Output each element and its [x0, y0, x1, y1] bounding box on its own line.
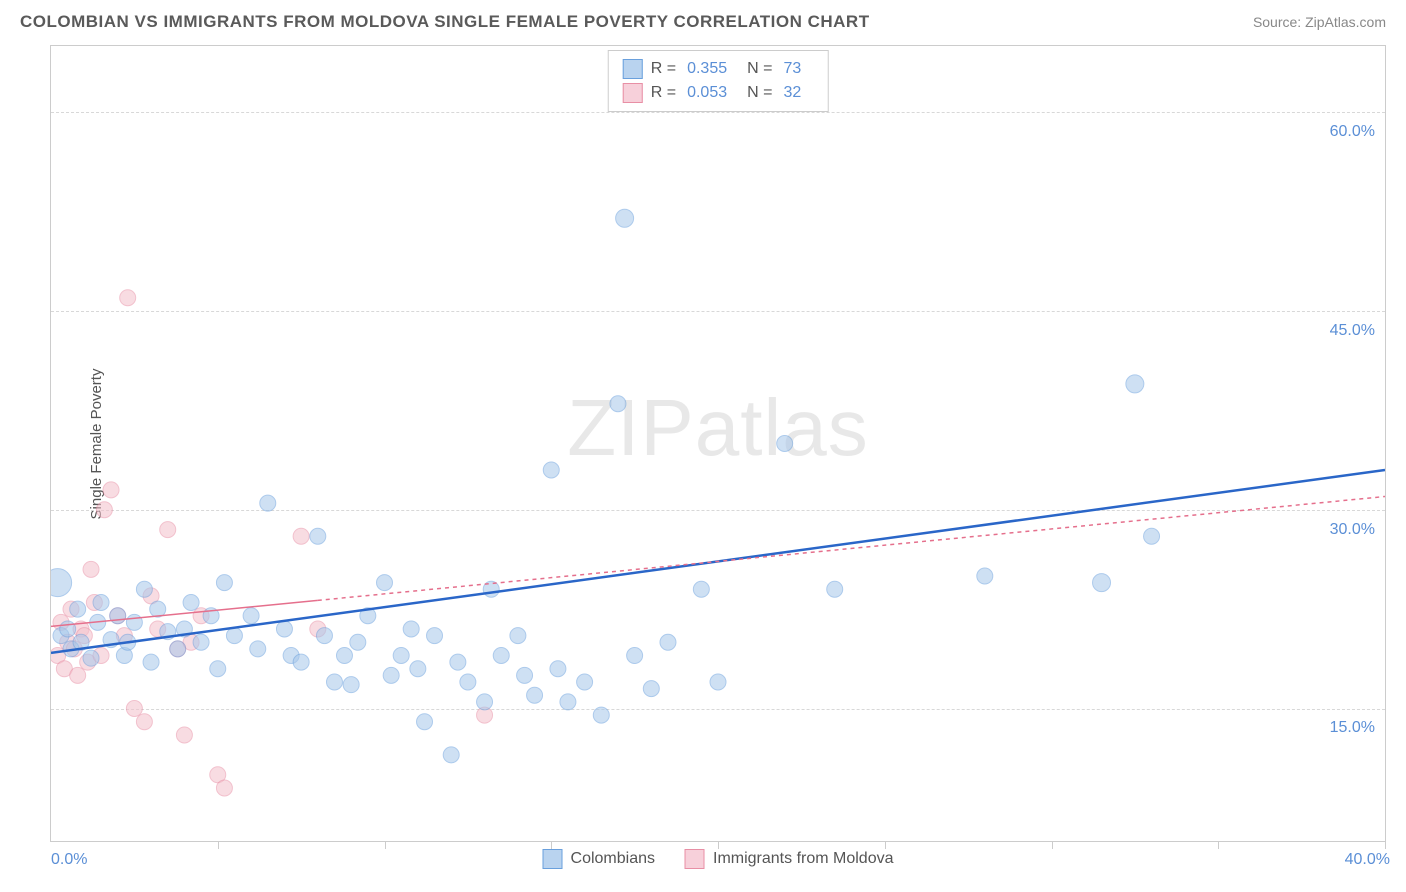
data-point: [176, 727, 192, 743]
x-tick: [1385, 841, 1386, 849]
swatch-moldova-icon: [685, 849, 705, 869]
data-point: [377, 575, 393, 591]
data-point: [210, 661, 226, 677]
data-point: [393, 648, 409, 664]
data-point: [710, 674, 726, 690]
x-axis-min-label: 0.0%: [51, 851, 87, 869]
data-point: [193, 634, 209, 650]
data-point: [493, 648, 509, 664]
data-point: [477, 694, 493, 710]
data-point: [143, 654, 159, 670]
scatter-plot: [51, 46, 1385, 841]
data-point: [343, 677, 359, 693]
x-tick: [885, 841, 886, 849]
chart-area: Single Female Poverty ZIPatlas 15.0%30.0…: [50, 45, 1386, 842]
data-point: [543, 462, 559, 478]
data-point: [243, 608, 259, 624]
trend-line-dashed: [318, 497, 1385, 601]
x-tick: [718, 841, 719, 849]
legend-item-moldova: Immigrants from Moldova: [685, 849, 894, 869]
data-point: [70, 601, 86, 617]
legend-row-colombians: R =0.355 N =73: [623, 57, 814, 81]
data-point: [527, 687, 543, 703]
data-point: [693, 581, 709, 597]
data-point: [517, 667, 533, 683]
data-point: [977, 568, 993, 584]
data-point: [293, 528, 309, 544]
data-point: [383, 667, 399, 683]
x-tick: [385, 841, 386, 849]
data-point: [510, 628, 526, 644]
data-point: [96, 502, 112, 518]
x-tick: [218, 841, 219, 849]
data-point: [827, 581, 843, 597]
data-point: [126, 614, 142, 630]
data-point: [403, 621, 419, 637]
data-point: [443, 747, 459, 763]
data-point: [216, 780, 232, 796]
data-point: [136, 581, 152, 597]
data-point: [103, 482, 119, 498]
data-point: [1126, 375, 1144, 393]
data-point: [83, 650, 99, 666]
data-point: [660, 634, 676, 650]
data-point: [120, 290, 136, 306]
data-point: [250, 641, 266, 657]
x-tick: [1218, 841, 1219, 849]
data-point: [83, 561, 99, 577]
data-point: [293, 654, 309, 670]
legend-row-moldova: R =0.053 N =32: [623, 81, 814, 105]
data-point: [310, 528, 326, 544]
correlation-legend: R =0.355 N =73 R =0.053 N =32: [608, 50, 829, 112]
x-tick: [551, 841, 552, 849]
data-point: [410, 661, 426, 677]
data-point: [417, 714, 433, 730]
data-point: [160, 522, 176, 538]
series-legend: Colombians Immigrants from Moldova: [543, 849, 894, 869]
data-point: [577, 674, 593, 690]
data-point: [60, 621, 76, 637]
data-point: [616, 209, 634, 227]
data-point: [276, 621, 292, 637]
data-point: [427, 628, 443, 644]
data-point: [593, 707, 609, 723]
x-axis-max-label: 40.0%: [1345, 851, 1390, 869]
data-point: [316, 628, 332, 644]
data-point: [170, 641, 186, 657]
data-point: [326, 674, 342, 690]
data-point: [610, 396, 626, 412]
data-point: [51, 569, 72, 597]
data-point: [126, 701, 142, 717]
data-point: [260, 495, 276, 511]
data-point: [93, 595, 109, 611]
data-point: [336, 648, 352, 664]
data-point: [350, 634, 366, 650]
x-tick: [1052, 841, 1053, 849]
swatch-colombians-icon: [543, 849, 563, 869]
data-point: [183, 595, 199, 611]
data-point: [226, 628, 242, 644]
data-point: [1093, 574, 1111, 592]
data-point: [460, 674, 476, 690]
swatch-moldova: [623, 83, 643, 103]
data-point: [627, 648, 643, 664]
data-point: [560, 694, 576, 710]
swatch-colombians: [623, 59, 643, 79]
data-point: [643, 681, 659, 697]
chart-title: COLOMBIAN VS IMMIGRANTS FROM MOLDOVA SIN…: [20, 12, 870, 32]
data-point: [70, 667, 86, 683]
source-attribution: Source: ZipAtlas.com: [1253, 14, 1386, 30]
data-point: [136, 714, 152, 730]
data-point: [450, 654, 466, 670]
data-point: [777, 436, 793, 452]
legend-item-colombians: Colombians: [543, 849, 655, 869]
data-point: [1144, 528, 1160, 544]
data-point: [550, 661, 566, 677]
data-point: [216, 575, 232, 591]
data-point: [110, 608, 126, 624]
